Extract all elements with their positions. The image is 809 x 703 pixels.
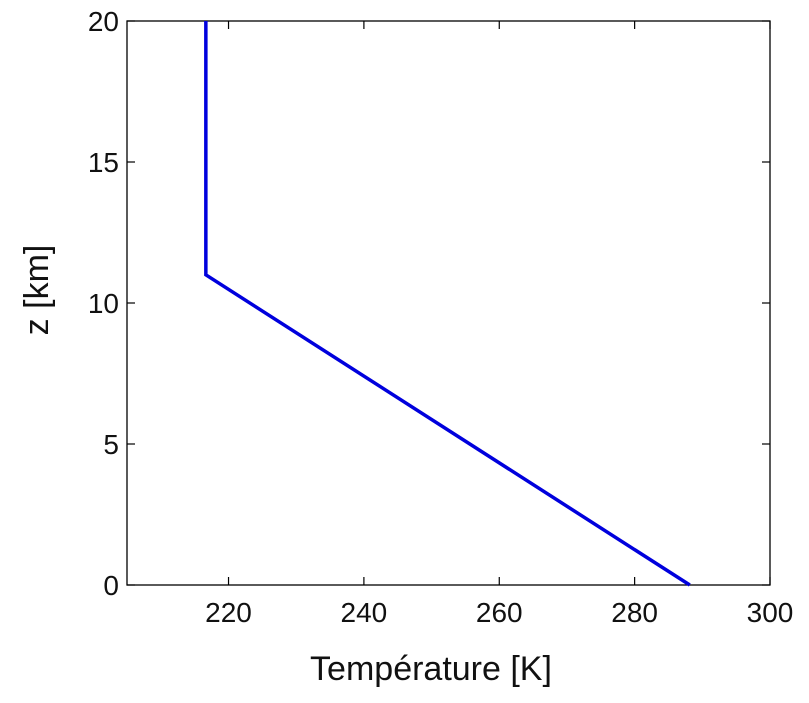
x-tick-label: 240 xyxy=(341,597,388,628)
x-tick-label: 280 xyxy=(611,597,658,628)
x-tick-label: 300 xyxy=(747,597,794,628)
y-axis-title: z [km] xyxy=(18,245,56,336)
x-tick-label: 220 xyxy=(205,597,252,628)
y-tick-label: 15 xyxy=(88,147,119,178)
y-axis-ticks: 0 5 10 15 20 xyxy=(88,6,770,601)
x-axis-ticks: 220 240 260 280 300 xyxy=(205,21,793,628)
x-axis-title: Température [K] xyxy=(310,650,552,688)
series-layer xyxy=(204,21,691,587)
temperature-profile-line xyxy=(204,21,691,587)
y-tick-label: 10 xyxy=(88,288,119,319)
y-tick-label: 0 xyxy=(103,570,119,601)
y-tick-label: 20 xyxy=(88,6,119,37)
y-tick-label: 5 xyxy=(103,429,119,460)
plot-area-frame xyxy=(126,20,771,586)
x-tick-label: 260 xyxy=(476,597,523,628)
